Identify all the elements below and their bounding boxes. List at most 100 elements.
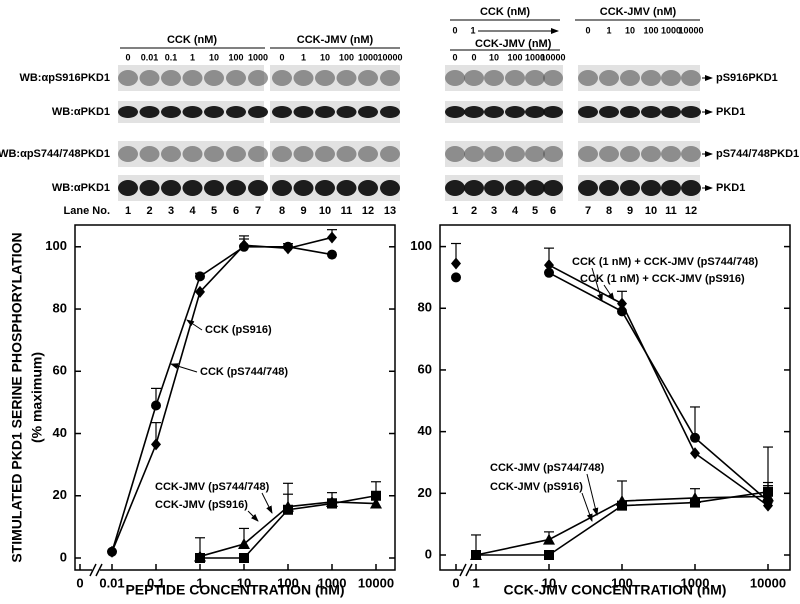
label-arrow [170, 363, 198, 373]
blot-band [139, 106, 160, 118]
lane-number: 13 [384, 205, 396, 217]
blot-band [484, 146, 504, 162]
blot-band [525, 146, 545, 162]
data-point [195, 271, 205, 282]
lane-number: 5 [532, 205, 538, 217]
data-point [617, 297, 627, 310]
blot-band [248, 180, 268, 196]
blot-band [118, 180, 138, 196]
data-point [195, 553, 205, 563]
dose-label: 100 [643, 25, 658, 35]
blot-band [641, 180, 661, 196]
blot-band [226, 70, 246, 86]
blot-band [336, 70, 357, 86]
x-tick-label: 0 [452, 575, 459, 590]
dose-label: 100 [507, 52, 522, 62]
lane-number: 1 [452, 205, 458, 217]
lane-number: 3 [168, 205, 174, 217]
data-point [617, 306, 627, 317]
y-tick-label: 0 [425, 546, 432, 561]
blot-band [204, 106, 224, 118]
y-tick-label: 60 [418, 361, 432, 376]
blot-band [336, 180, 357, 196]
x-tick-label: 10 [542, 575, 556, 590]
series-label: CCK-JMV (pS916) [155, 499, 248, 511]
series-label: CCK (1 nM) + CCK-JMV (pS744/748) [572, 256, 758, 268]
blot-band [578, 70, 598, 86]
blot-band [620, 146, 640, 162]
data-point [544, 259, 554, 272]
dose-label: 100 [339, 52, 354, 62]
blot-band [620, 70, 640, 86]
blot-band [248, 106, 268, 118]
data-point [617, 500, 627, 511]
lane-number: 8 [606, 205, 612, 217]
blot-band [578, 106, 598, 118]
series-label: CCK-JMV (pS916) [490, 481, 583, 493]
blot-band [182, 70, 203, 86]
lane-number: 4 [512, 205, 519, 217]
blot-band [182, 146, 203, 162]
lane-number: 7 [255, 205, 261, 217]
blot-band [293, 180, 314, 196]
blot-band [599, 70, 619, 86]
data-point [370, 497, 382, 509]
axis-break [465, 563, 473, 577]
y-tick-label: 60 [53, 363, 67, 378]
row-label: WB:αPKD1 [52, 182, 110, 194]
dose-label: 0 [471, 52, 476, 62]
lane-number: 4 [189, 205, 196, 217]
series-label: CCK-JMV (pS744/748) [155, 481, 270, 493]
y-tick-label: 80 [53, 300, 67, 315]
dose-label: 10 [320, 52, 330, 62]
blot-band [661, 70, 681, 86]
series-label: CCK-JMV (pS744/748) [490, 462, 605, 474]
blot-band [543, 106, 563, 118]
blot-band [543, 146, 563, 162]
series-label: CCK (pS916) [205, 324, 272, 336]
x-tick-label: 0.1 [147, 575, 165, 590]
blot-band [543, 180, 563, 196]
dose-label: 0 [452, 52, 457, 62]
y-tick-label: 0 [60, 549, 67, 564]
blot-band [578, 146, 598, 162]
data-point [238, 537, 250, 549]
series-line [548, 264, 769, 507]
dose-label: 1000 [525, 52, 545, 62]
dose-label: 10 [625, 25, 635, 35]
x-axis-label: CCK-JMV CONCENTRATION (nM) [504, 582, 727, 598]
blot-band [445, 146, 465, 162]
dose-label: 10 [209, 52, 219, 62]
blot-band [445, 106, 465, 118]
blot-band [464, 70, 484, 86]
blot-band [599, 106, 619, 118]
series-line [548, 272, 769, 502]
data-point [283, 242, 293, 255]
blot-band [272, 146, 292, 162]
label-arrow [581, 492, 593, 522]
group-title: CCK (nM) [167, 34, 217, 46]
blot-band [315, 70, 335, 86]
dose-label: 10000 [377, 52, 402, 62]
y-tick-label: 100 [45, 238, 67, 253]
blot-band [380, 180, 400, 196]
blot-band [484, 180, 504, 196]
data-point [195, 285, 205, 298]
row-label: PKD1 [716, 182, 745, 194]
lane-number: 5 [211, 205, 217, 217]
x-tick-label: 1000 [318, 575, 347, 590]
data-point [690, 432, 700, 443]
blot-band [204, 70, 224, 86]
x-tick-label: 1 [472, 575, 479, 590]
dose-label: 1000 [661, 25, 681, 35]
blot-band [599, 180, 619, 196]
lane-number: 1 [125, 205, 131, 217]
blot-band [161, 180, 181, 196]
blot-band [204, 180, 224, 196]
blot-band [641, 146, 661, 162]
label-arrow [591, 267, 603, 302]
blot-band [204, 146, 224, 162]
blot-band [484, 70, 504, 86]
label-arrow [186, 319, 203, 331]
